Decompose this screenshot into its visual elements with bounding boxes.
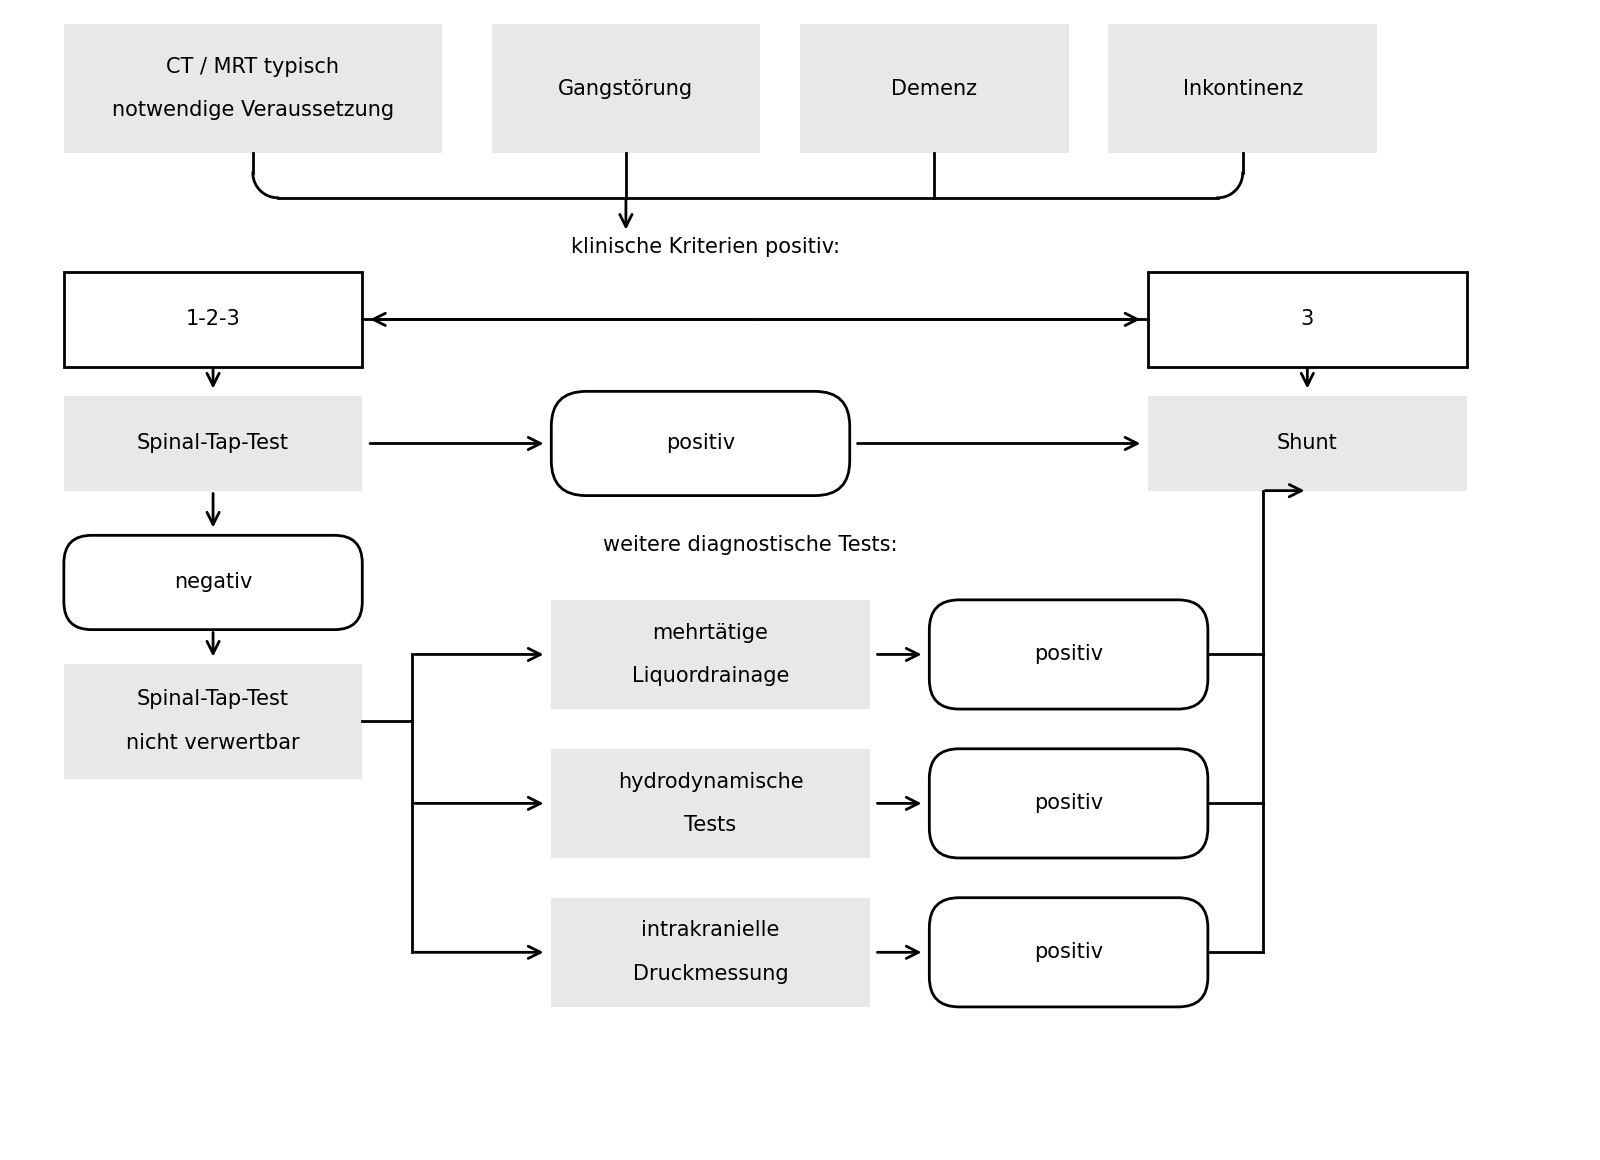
FancyBboxPatch shape	[552, 391, 850, 495]
Text: Shunt: Shunt	[1277, 434, 1338, 454]
FancyBboxPatch shape	[1109, 24, 1378, 153]
Text: negativ: negativ	[174, 573, 253, 593]
Text: Spinal-Tap-Test: Spinal-Tap-Test	[138, 434, 290, 454]
Text: positiv: positiv	[1034, 645, 1102, 665]
Text: weitere diagnostische Tests:: weitere diagnostische Tests:	[603, 535, 898, 556]
FancyBboxPatch shape	[930, 600, 1208, 709]
FancyBboxPatch shape	[64, 665, 362, 778]
Text: CT / MRT typisch: CT / MRT typisch	[166, 57, 339, 77]
FancyBboxPatch shape	[64, 273, 362, 367]
FancyBboxPatch shape	[800, 24, 1069, 153]
FancyBboxPatch shape	[552, 600, 870, 709]
FancyBboxPatch shape	[1149, 273, 1467, 367]
Text: Spinal-Tap-Test: Spinal-Tap-Test	[138, 689, 290, 709]
Text: hydrodynamische: hydrodynamische	[618, 771, 803, 791]
FancyBboxPatch shape	[552, 898, 870, 1007]
FancyBboxPatch shape	[552, 748, 870, 858]
Text: notwendige Veraussetzung: notwendige Veraussetzung	[112, 101, 394, 121]
Text: intrakranielle: intrakranielle	[642, 921, 779, 941]
FancyBboxPatch shape	[930, 748, 1208, 858]
Text: Demenz: Demenz	[891, 79, 978, 99]
Text: klinische Kriterien positiv:: klinische Kriterien positiv:	[571, 238, 840, 258]
Text: positiv: positiv	[666, 434, 734, 454]
Text: 3: 3	[1301, 310, 1314, 329]
Text: Druckmessung: Druckmessung	[632, 964, 789, 984]
Text: 1-2-3: 1-2-3	[186, 310, 240, 329]
Text: Tests: Tests	[685, 815, 736, 835]
FancyBboxPatch shape	[930, 898, 1208, 1007]
FancyBboxPatch shape	[64, 24, 442, 153]
Text: nicht verwertbar: nicht verwertbar	[126, 733, 299, 753]
Text: mehrtätige: mehrtätige	[653, 623, 768, 643]
FancyBboxPatch shape	[491, 24, 760, 153]
Text: Inkontinenz: Inkontinenz	[1182, 79, 1302, 99]
Text: positiv: positiv	[1034, 793, 1102, 813]
Text: Liquordrainage: Liquordrainage	[632, 666, 789, 687]
FancyBboxPatch shape	[1149, 397, 1467, 491]
Text: Gangstörung: Gangstörung	[558, 79, 693, 99]
Text: positiv: positiv	[1034, 942, 1102, 963]
FancyBboxPatch shape	[64, 535, 362, 630]
FancyBboxPatch shape	[64, 397, 362, 491]
